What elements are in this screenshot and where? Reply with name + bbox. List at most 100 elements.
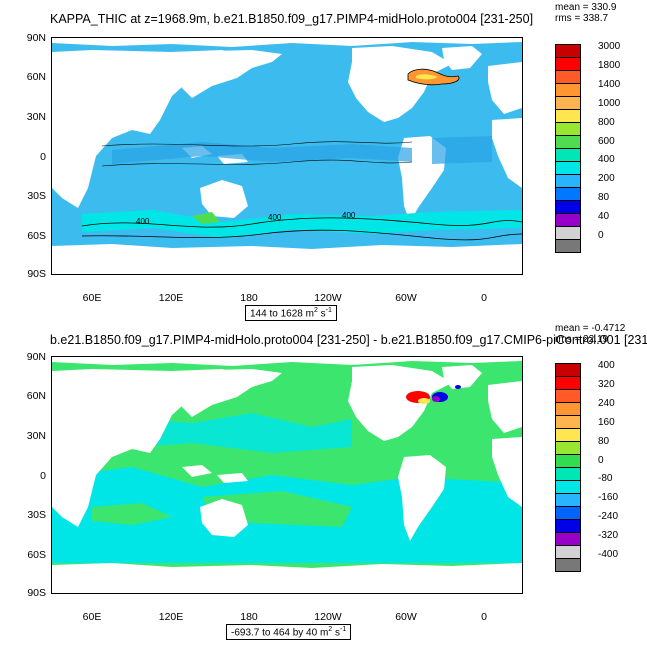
lat-label: 60S <box>27 549 46 561</box>
colorbar-swatch <box>555 97 581 110</box>
colorbar-swatch <box>555 363 581 377</box>
north-atlantic-hotspot-core <box>416 74 438 80</box>
contour-label: 400 <box>136 217 150 226</box>
lon-label: 60W <box>395 292 417 304</box>
west-africa-landmass <box>492 437 522 507</box>
atlantic-band <box>432 136 492 164</box>
colorbar-swatch <box>555 559 581 572</box>
lat-label: 0 <box>40 470 46 482</box>
bottom-map-title: b.e21.B1850.f09_g17.PIMP4-midHolo.proto0… <box>50 333 647 347</box>
lon-label: 120W <box>314 611 342 623</box>
top-range-box: 144 to 1628 m2 s-1 <box>245 305 337 322</box>
top-map-panel: KAPPA_THIC at z=1968.9m, b.e21.B1850.f09… <box>0 0 647 323</box>
colorbar-swatch <box>555 416 581 429</box>
australia-landmass <box>200 180 248 218</box>
colorbar-label: 320 <box>598 378 615 390</box>
indonesia-island <box>182 465 212 477</box>
lat-label: 60N <box>26 71 46 83</box>
eurasia-africa-landmass <box>52 50 242 208</box>
lat-label: 90S <box>27 587 46 599</box>
contour-line <box>81 229 522 241</box>
colorbar-swatch <box>555 507 581 520</box>
colorbar-label: 160 <box>598 416 615 428</box>
colorbar-swatch <box>555 71 581 84</box>
contour-line <box>81 217 522 228</box>
indian-ocean-green-patch <box>92 503 172 525</box>
colorbar-label: -80 <box>598 473 613 485</box>
bottom-rms-stat: rms = 22.19 <box>555 334 609 345</box>
greenland-landmass <box>442 365 482 389</box>
colorbar-swatch <box>555 136 581 149</box>
europe-landmass <box>488 62 522 114</box>
top-mean-stat: mean = 330.9 <box>555 2 617 13</box>
lon-label: 120E <box>158 292 184 304</box>
colorbar-swatch <box>555 494 581 507</box>
lat-label: 60S <box>27 230 46 242</box>
lat-label: 90N <box>26 351 46 363</box>
australia-landmass <box>200 499 248 537</box>
north-atlantic-positive-core <box>418 398 430 404</box>
colorbar-swatch <box>555 520 581 533</box>
arctic-landmass <box>52 357 522 366</box>
top-rms-stat: rms = 338.7 <box>555 13 609 24</box>
colorbar-swatch <box>555 546 581 559</box>
colorbar-swatch <box>555 227 581 240</box>
lon-label: 60E <box>82 611 102 623</box>
colorbar-swatch <box>555 110 581 123</box>
colorbar-label: 400 <box>598 360 615 371</box>
colorbar-label: -160 <box>598 492 619 504</box>
north-america-landmass <box>348 46 452 122</box>
contour-line <box>101 141 413 147</box>
greenland-landmass <box>442 46 482 70</box>
colorbar-label: -320 <box>598 530 619 542</box>
southern-ocean-high-spot <box>192 212 220 224</box>
colorbar-swatch <box>555 123 581 136</box>
lon-label: 60W <box>395 611 417 623</box>
europe-landmass <box>488 381 522 433</box>
colorbar-label: 240 <box>598 397 615 409</box>
west-africa-landmass <box>492 118 522 188</box>
eurasia-africa-landmass <box>52 369 242 527</box>
north-america-landmass <box>348 365 452 441</box>
bottom-map-plot <box>51 356 523 594</box>
colorbar-swatch <box>555 188 581 201</box>
colorbar-swatch <box>555 201 581 214</box>
colorbar-swatch <box>555 533 581 546</box>
tropical-band <box>112 142 412 164</box>
lat-label: 0 <box>40 151 46 163</box>
colorbar-swatch <box>555 403 581 416</box>
colorbar-swatch <box>555 44 581 58</box>
colorbar-label: 800 <box>598 116 615 128</box>
bottom-map-svg <box>52 357 522 593</box>
colorbar-label: 80 <box>598 192 610 204</box>
colorbar-label: 40 <box>598 211 610 223</box>
colorbar-swatch <box>555 468 581 481</box>
colorbar-swatch <box>555 175 581 188</box>
southern-ocean-band <box>82 210 522 238</box>
colorbar-swatch <box>555 149 581 162</box>
colorbar-label: -400 <box>598 549 619 561</box>
top-colorbar <box>555 44 581 253</box>
colorbar-swatch <box>555 58 581 71</box>
lon-label: 120W <box>314 292 342 304</box>
lat-label: 30S <box>27 190 46 202</box>
antarctica-landmass <box>52 563 522 593</box>
lon-label: 0 <box>481 292 487 304</box>
north-atlantic-negative-core <box>432 396 440 402</box>
colorbar-label: -240 <box>598 511 619 523</box>
contour-label: 400 <box>342 211 356 220</box>
bottom-map-panel: b.e21.B1850.f09_g17.PIMP4-midHolo.proto0… <box>0 323 647 647</box>
colorbar-swatch <box>555 240 581 253</box>
top-map-plot: 400 400 400 <box>51 37 523 275</box>
lat-label: 60N <box>26 390 46 402</box>
colorbar-swatch <box>555 84 581 97</box>
colorbar-label: 1800 <box>598 59 621 71</box>
colorbar-label: 400 <box>598 154 615 166</box>
antarctica-landmass <box>52 244 522 274</box>
east-asia-landmass <box>172 50 282 98</box>
contour-label: 400 <box>268 213 282 222</box>
top-map-title: KAPPA_THIC at z=1968.9m, b.e21.B1850.f09… <box>50 12 534 26</box>
colorbar-swatch <box>555 429 581 442</box>
colorbar-label: 200 <box>598 173 615 185</box>
colorbar-swatch <box>555 390 581 403</box>
